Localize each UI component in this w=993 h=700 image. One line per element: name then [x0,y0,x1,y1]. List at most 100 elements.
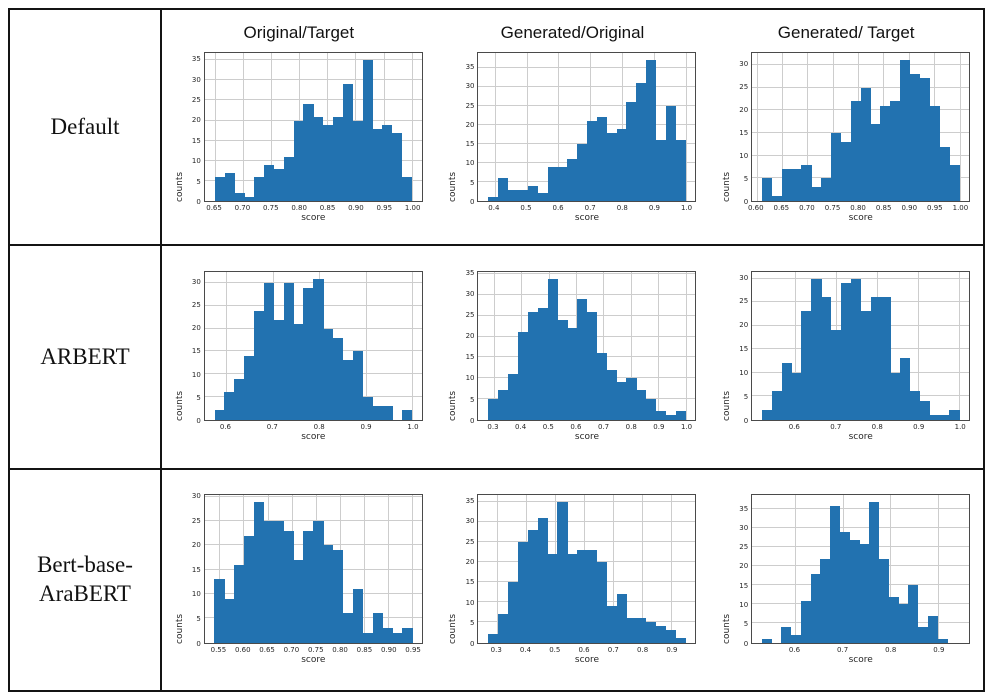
x-tick-label: 0.80 [332,645,348,654]
y-tick-label: 25 [739,543,749,552]
x-tick-label: 0.5 [542,422,554,431]
x-tick-label: 0.8 [313,422,325,431]
x-tick-label: 0.65 [259,645,275,654]
histogram-bar [313,116,324,201]
x-tick-label: 0.6 [552,204,564,212]
histogram-bar [850,101,861,201]
histogram-bar [910,73,921,201]
histogram-bar [636,390,647,420]
x-tick-label: 0.6 [578,645,590,654]
column-header-generated-original: Generated/Original [500,23,645,42]
histogram-bar [898,604,909,643]
histogram-bar [214,176,226,201]
histogram-bar [402,627,413,643]
histogram-bar [303,287,314,420]
histogram-bar [273,521,284,643]
gridline [621,53,623,201]
histogram-bar [263,283,275,420]
x-tick-label: 1.0 [954,422,966,431]
x-tick-label: 1.00 [952,204,969,212]
x-tick-label: 0.90 [380,645,397,654]
histogram-arbert-original-target: counts 0 5 10 15 20 25 30 0.6 0.7 0.8 0.9 1.0 scor… [175,270,423,444]
histogram-bar [244,535,255,643]
histogram-bar [313,278,324,420]
histogram-bar [821,178,832,201]
histogram-bar [791,169,802,201]
x-tick-label: 0.95 [376,204,393,212]
histogram-bar [372,613,383,643]
x-axis-label: score [574,431,600,442]
x-tick-label: 0.4 [515,422,527,431]
x-tick-label: 0.85 [319,204,336,212]
histogram-bar [372,405,383,420]
y-tick-label: 20 [191,541,201,550]
y-tick-label: 5 [470,395,475,404]
y-tick-label: 5 [743,392,749,401]
gridline [493,271,495,420]
y-axis-ticks: 0 5 10 15 20 25 30 35 [732,494,751,648]
y-tick-label: 25 [191,516,201,525]
histogram-bar [577,143,588,201]
histogram-bar [810,574,821,643]
histogram-bar [234,564,245,643]
y-tick-label: 30 [739,59,749,68]
histogram-bar [801,311,812,420]
histogram-bar [606,606,617,643]
histogram-bar [656,411,667,420]
x-tick-label: 0.9 [933,645,945,654]
row-label-text: Default [50,113,120,139]
histogram-bar [333,550,344,643]
gridline [478,500,696,502]
histogram-bar [382,405,393,420]
x-tick-label: 0.65 [206,204,222,212]
gridline [782,53,784,201]
y-axis-label: counts [722,613,733,644]
y-axis-ticks: 0 5 10 15 20 25 30 35 [458,52,477,206]
x-tick-label: 0.95 [405,645,421,654]
histogram-bar [675,638,686,643]
y-tick-label: 0 [196,198,201,206]
histogram-bar [224,598,235,643]
histogram-bar [761,638,772,643]
histogram-bar [577,550,588,643]
y-axis-ticks: 0 5 10 15 20 25 30 35 [458,269,477,424]
gridline [794,271,796,420]
histogram-default-original-target: counts 0 5 10 15 20 25 30 35 0.65 0.70 0.75 0.80 0.… [175,52,423,225]
histogram-bar [283,156,294,201]
histogram-bar [908,585,919,643]
histogram-bar [596,353,608,420]
histogram-bar [626,102,637,201]
gridline [685,271,687,420]
gridline [918,271,920,420]
x-tick-label: 0.75 [824,204,841,212]
histogram-bar [949,164,960,201]
gridline [219,494,221,643]
gridline [685,53,687,201]
histogram-bar [586,550,598,643]
gridline [204,99,422,101]
gridline [478,104,696,106]
histogram-bar [937,638,948,643]
histogram-bar [791,634,802,643]
histogram-bar [537,307,548,420]
x-tick-label: 0.8 [871,422,883,431]
x-axis-label: score [848,431,873,442]
y-tick-label: 25 [191,96,201,105]
cell-bertbase-generated-original: counts 0 5 10 15 20 25 30 35 0.3 0.4 0.5 0.6 0.7 0.8… [435,468,710,690]
histogram-bar [860,87,871,201]
histogram-bar [214,579,225,643]
gridline [642,494,644,643]
y-tick-label: 20 [465,332,475,341]
histogram-bar [811,187,822,201]
gridline [497,494,499,643]
plot-area [203,270,423,421]
histogram-bar [675,140,686,201]
x-axis-label: score [301,654,326,665]
x-tick-label: 0.4 [519,645,532,654]
histogram-bar [900,60,911,201]
x-tick-label: 0.7 [597,422,610,431]
gridline [226,271,228,420]
cell-default-generated-target: Generated/ Target counts 0 5 10 15 20 25 30 0.… [709,10,983,244]
gridline [752,527,970,529]
x-tick-label: 0.5 [549,645,561,654]
